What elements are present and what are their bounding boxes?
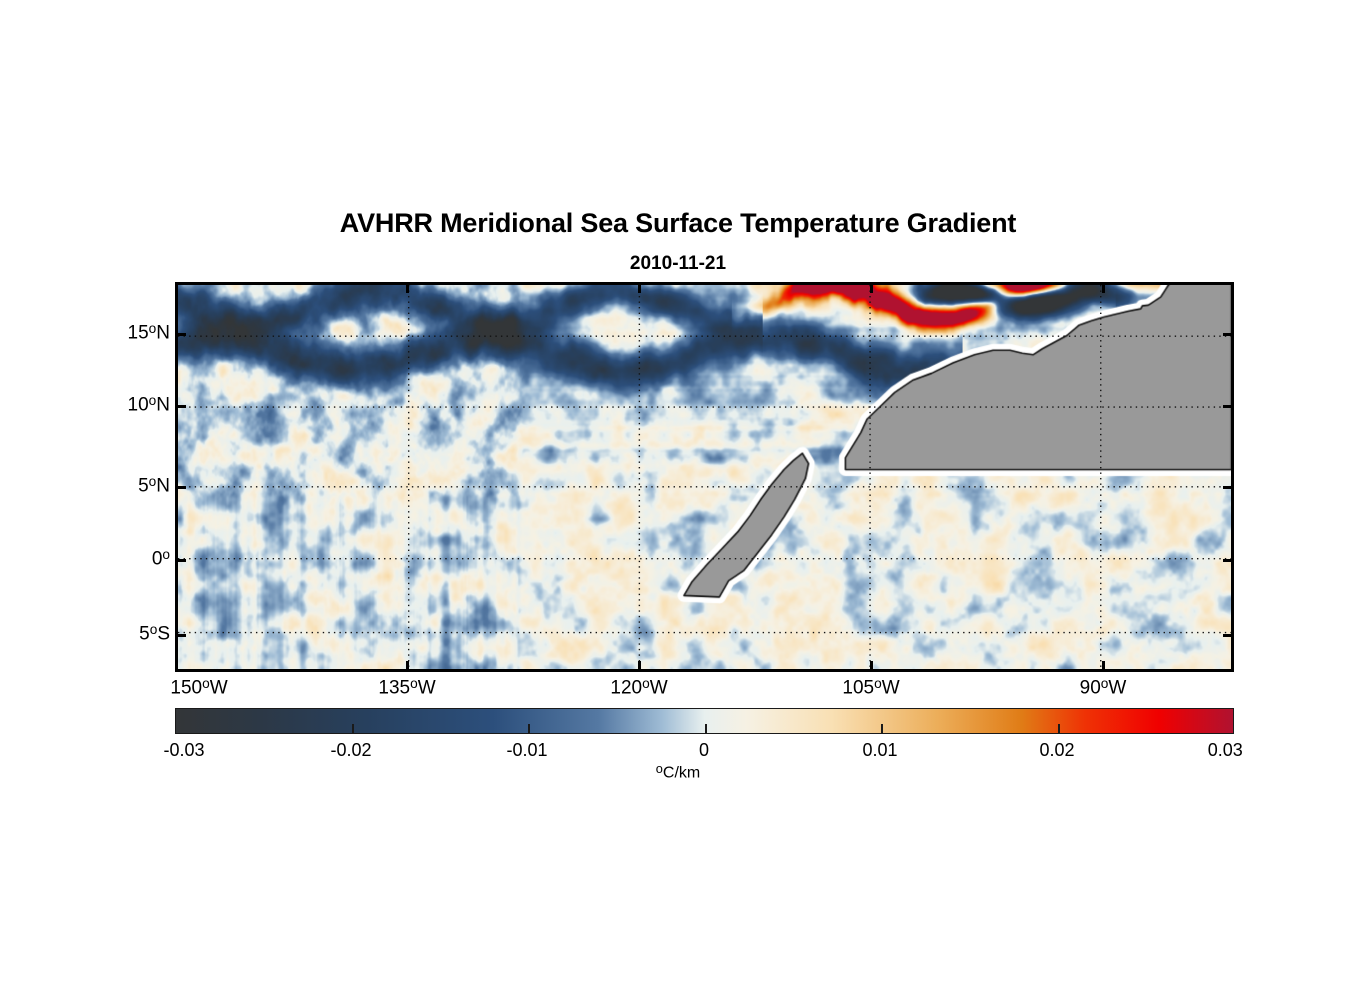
colorbar-tick-label-5: 0.02 [1039,740,1075,760]
y-tick-mark [1223,634,1234,637]
x-tick-label-4: 90oW [1079,676,1127,699]
y-tick-label-1: 10oN [127,393,170,416]
y-tick-mark [175,405,186,408]
colorbar-unit-label: oC/km [655,761,701,782]
x-tick-mark [638,282,641,293]
y-tick-mark [175,333,186,336]
x-tick-label-2: 120oW [610,676,668,699]
y-tick-mark [175,486,186,489]
y-tick-label-0: 15oN [127,321,170,344]
y-tick-label-3: 0o [151,547,170,570]
y-tick-mark [1223,486,1234,489]
colorbar-tick-label-0: -0.03 [163,740,205,760]
colorbar-tick-mark [528,724,530,733]
colorbar-tick-mark [881,724,883,733]
chart-subtitle: 2010-11-21 [629,253,727,274]
colorbar-tick-mark [352,724,354,733]
y-tick-mark [1223,559,1234,562]
x-tick-label-1: 135oW [378,676,436,699]
x-tick-mark [406,282,409,293]
colorbar-tick-label-3: 0 [698,740,710,760]
x-tick-label-0: 150oW [170,676,228,699]
x-tick-mark [1102,661,1105,672]
x-tick-mark [1102,282,1105,293]
x-tick-mark [870,661,873,672]
y-tick-mark [1223,333,1234,336]
sst-gradient-heatmap [178,285,1231,669]
y-tick-mark [175,559,186,562]
colorbar-tick-label-6: 0.03 [1207,740,1243,760]
y-tick-label-2: 5oN [138,474,170,497]
y-tick-mark [175,634,186,637]
x-tick-mark [870,282,873,293]
chart-title: AVHRR Meridional Sea Surface Temperature… [339,208,1017,238]
map-plot-area [175,282,1234,672]
x-tick-label-3: 105oW [842,676,900,699]
x-tick-mark [638,661,641,672]
colorbar-tick-mark [1058,724,1060,733]
colorbar [175,708,1234,734]
colorbar-tick-label-4: 0.01 [862,740,898,760]
y-tick-label-4: 5oS [139,622,170,645]
y-tick-mark [1223,405,1234,408]
colorbar-tick-label-1: -0.02 [330,740,372,760]
colorbar-tick-mark [705,724,707,733]
colorbar-tick-label-2: -0.01 [506,740,548,760]
x-tick-mark [406,661,409,672]
